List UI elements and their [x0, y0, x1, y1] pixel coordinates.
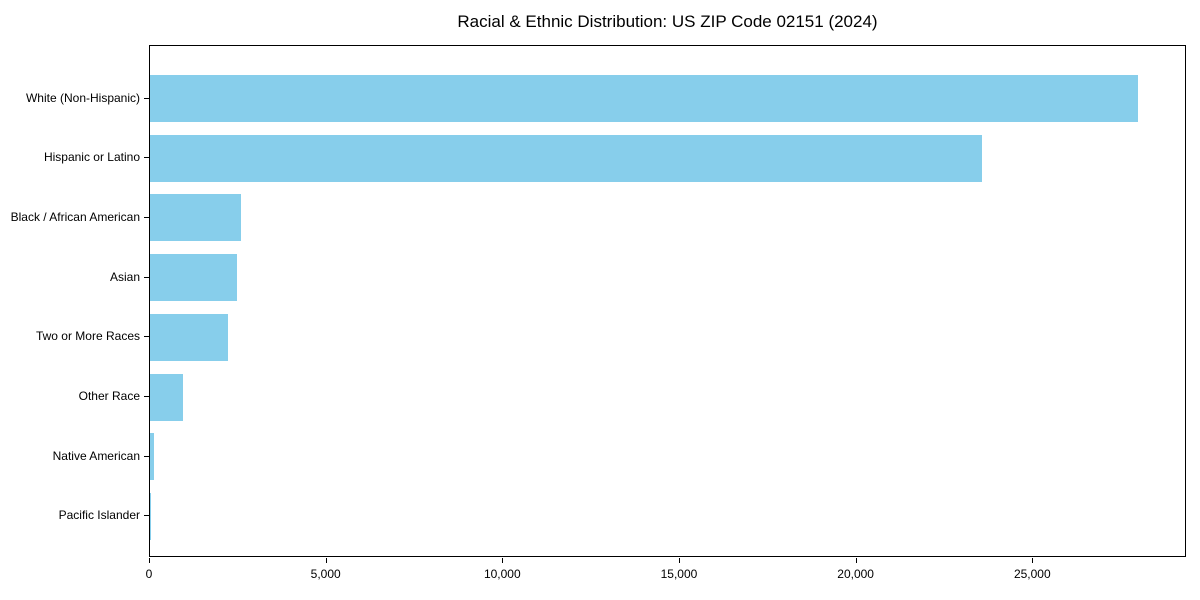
x-tick-mark — [678, 558, 680, 563]
y-tick-label-pacific-islander: Pacific Islander — [58, 508, 140, 523]
y-tick-mark — [144, 97, 149, 99]
x-tick-mark — [325, 558, 327, 563]
y-tick-label-black-african-american: Black / African American — [10, 209, 140, 224]
x-tick-label: 0 — [145, 567, 153, 581]
x-tick-mark — [855, 558, 857, 563]
plot-area — [149, 45, 1186, 557]
bar-pacific-islander — [150, 492, 151, 540]
y-tick-mark — [144, 216, 149, 218]
y-tick-label-other-race: Other Race — [78, 389, 140, 403]
y-tick-label-hispanic-or-latino: Hispanic or Latino — [43, 150, 140, 165]
chart-title: Racial & Ethnic Distribution: US ZIP Cod… — [457, 12, 878, 31]
x-tick-label: 5,000 — [310, 567, 341, 581]
y-tick-mark — [144, 276, 149, 278]
x-tick-label: 10,000 — [483, 567, 521, 581]
bar-hispanic-or-latino — [150, 134, 983, 182]
y-tick-label-asian: Asian — [109, 269, 140, 284]
x-tick-label: 15,000 — [660, 567, 698, 581]
y-tick-label-white-non-hispanic: White (Non-Hispanic) — [25, 90, 140, 105]
y-tick-mark — [144, 515, 149, 517]
y-tick-label-two-or-more-races: Two or More Races — [35, 329, 140, 344]
x-tick-label: 25,000 — [1013, 567, 1051, 581]
y-tick-mark — [144, 455, 149, 457]
y-tick-mark — [144, 396, 149, 397]
y-tick-mark — [144, 157, 149, 159]
y-tick-label-native-american: Native American — [52, 448, 140, 463]
bar-two-or-more-races — [150, 313, 229, 361]
x-tick-mark — [1032, 558, 1034, 563]
y-tick-mark — [144, 336, 149, 338]
bar-other-race — [150, 373, 184, 421]
bar-asian — [150, 254, 237, 302]
x-tick-label: 20,000 — [837, 567, 874, 581]
x-tick-mark — [149, 558, 150, 563]
x-tick-mark — [502, 558, 504, 563]
bar-black-african-american — [150, 194, 242, 242]
bar-native-american — [150, 433, 155, 481]
bar-white-non-hispanic — [150, 75, 1138, 122]
